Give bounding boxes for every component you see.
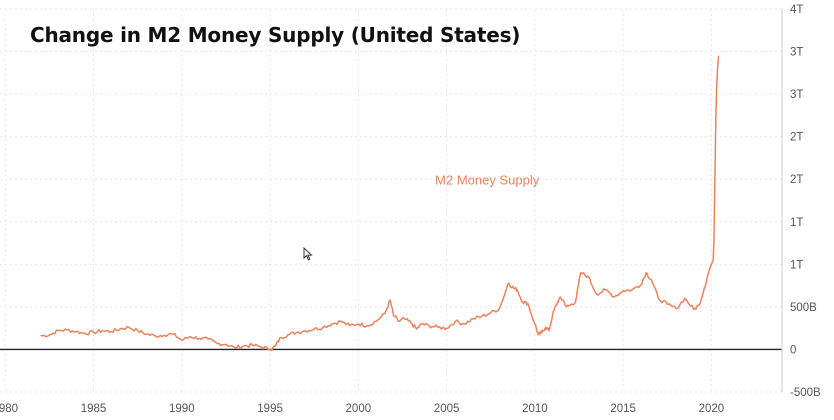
chart-title: Change in M2 Money Supply (United States… xyxy=(30,23,521,47)
y-axis: 4T 3T 3T 2T 2T 1T 1T 500B 0 -500B xyxy=(781,4,821,399)
y-tick-label: 3T xyxy=(790,89,803,101)
y-tick-label: 3T xyxy=(790,47,803,59)
x-tick-label: 1990 xyxy=(169,403,195,415)
y-tick-label: 4T xyxy=(790,4,803,16)
annotations: M2 Money Supply xyxy=(435,172,540,187)
x-tick-label: 2005 xyxy=(434,403,460,415)
y-tick-label: 2T xyxy=(790,132,803,144)
grid-lines xyxy=(0,8,782,393)
x-tick-label: 1980 xyxy=(0,403,18,415)
series-line xyxy=(40,55,720,352)
y-tick-label: 500B xyxy=(790,302,817,314)
x-axis: 1980 1985 1990 1995 2000 2005 2010 2015 2020 xyxy=(0,403,724,415)
x-tick-label: 2010 xyxy=(522,403,548,415)
mouse-cursor-icon xyxy=(303,246,313,266)
x-tick-label: 1985 xyxy=(81,403,107,415)
y-tick-label: 0 xyxy=(790,344,796,356)
series-label: M2 Money Supply xyxy=(435,172,540,187)
x-tick-label: 2020 xyxy=(699,403,725,415)
y-tick-label: 1T xyxy=(790,217,803,229)
x-tick-label: 2000 xyxy=(346,403,372,415)
y-tick-label: 1T xyxy=(790,259,803,271)
series-lines xyxy=(40,55,720,352)
y-tick-label: -500B xyxy=(790,387,821,399)
x-tick-label: 1995 xyxy=(257,403,283,415)
y-tick-label: 2T xyxy=(790,174,803,186)
x-tick-label: 2015 xyxy=(610,403,636,415)
